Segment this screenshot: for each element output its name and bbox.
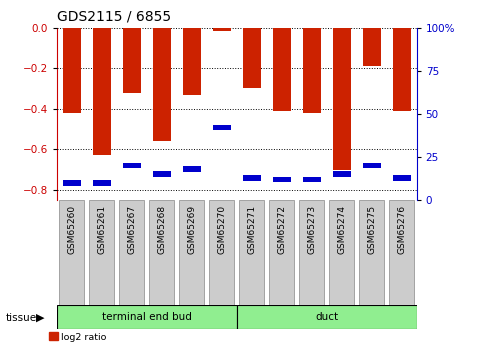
Text: GDS2115 / 6855: GDS2115 / 6855 [57,10,171,24]
Bar [89,200,114,305]
Text: GSM65273: GSM65273 [307,205,316,255]
Bar [333,171,351,177]
Text: GSM65276: GSM65276 [397,205,406,255]
Bar [273,28,291,111]
Text: GSM65267: GSM65267 [127,205,136,255]
Bar [149,200,175,305]
Bar [269,200,294,305]
Bar [57,305,237,329]
Bar [182,166,201,172]
Text: GSM65261: GSM65261 [97,205,106,255]
Bar [93,28,110,156]
Text: GSM65269: GSM65269 [187,205,196,255]
Bar [359,200,385,305]
Text: duct: duct [315,313,338,322]
Legend: log2 ratio, percentile rank within the sample: log2 ratio, percentile rank within the s… [49,333,221,345]
Bar [212,28,231,31]
Text: GSM65260: GSM65260 [67,205,76,255]
Bar [303,177,320,182]
Bar [362,28,381,66]
Text: GSM65270: GSM65270 [217,205,226,255]
Bar [63,28,81,113]
Bar [237,305,417,329]
Text: tissue: tissue [6,313,37,323]
Bar [93,180,110,186]
Bar [123,28,141,92]
Bar [299,200,324,305]
Bar [389,200,414,305]
Text: GSM65268: GSM65268 [157,205,166,255]
Text: GSM65274: GSM65274 [337,205,346,254]
Bar [212,125,231,130]
Bar [303,28,320,113]
Bar [153,171,171,177]
Bar [209,200,234,305]
Text: terminal end bud: terminal end bud [102,313,192,322]
Bar [179,200,205,305]
Bar [59,200,84,305]
Text: GSM65275: GSM65275 [367,205,376,255]
Text: ▶: ▶ [35,313,44,323]
Text: GSM65271: GSM65271 [247,205,256,255]
Bar [63,180,81,186]
Text: GSM65272: GSM65272 [277,205,286,254]
Bar [392,175,411,180]
Bar [362,163,381,168]
Bar [243,175,261,180]
Bar [239,200,264,305]
Bar [182,28,201,95]
Bar [123,163,141,168]
Bar [333,28,351,170]
Bar [119,200,144,305]
Bar [329,200,354,305]
Bar [392,28,411,111]
Bar [153,28,171,141]
Bar [243,28,261,88]
Bar [273,177,291,182]
